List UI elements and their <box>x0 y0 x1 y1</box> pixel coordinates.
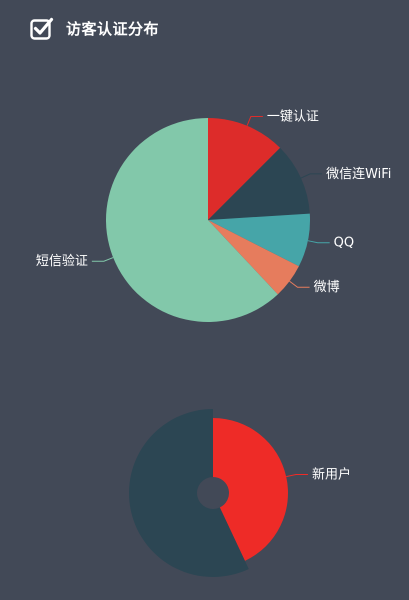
section-header: 访客认证分布 <box>30 14 159 42</box>
label-line <box>300 173 323 179</box>
slice-label: 短信验证 <box>36 253 88 269</box>
label-line <box>307 240 330 244</box>
pie-slice-0[interactable] <box>213 418 289 561</box>
label-line <box>91 257 114 262</box>
pie-slice-2[interactable] <box>208 213 310 267</box>
page-title: 访客认证分布 <box>66 19 160 38</box>
slice-label: QQ <box>334 236 354 251</box>
pie-slice-4[interactable] <box>105 118 278 322</box>
label-line <box>289 280 310 288</box>
slice-label: 新用户 <box>312 466 351 482</box>
pie-slice-1[interactable] <box>208 147 310 220</box>
label-line <box>286 473 308 478</box>
new-user-ring-chart: 新用户 <box>129 409 351 577</box>
pie-slice-unlabeled[interactable] <box>129 409 249 577</box>
label-line <box>246 116 263 126</box>
slice-label: 一键认证 <box>267 110 319 125</box>
checkbox-icon[interactable] <box>30 17 54 40</box>
slice-label: 微信连WiFi <box>326 166 391 182</box>
slice-label: 微博 <box>314 280 340 295</box>
pie-slice-3[interactable] <box>208 220 299 295</box>
pie-slice-0[interactable] <box>208 118 281 220</box>
